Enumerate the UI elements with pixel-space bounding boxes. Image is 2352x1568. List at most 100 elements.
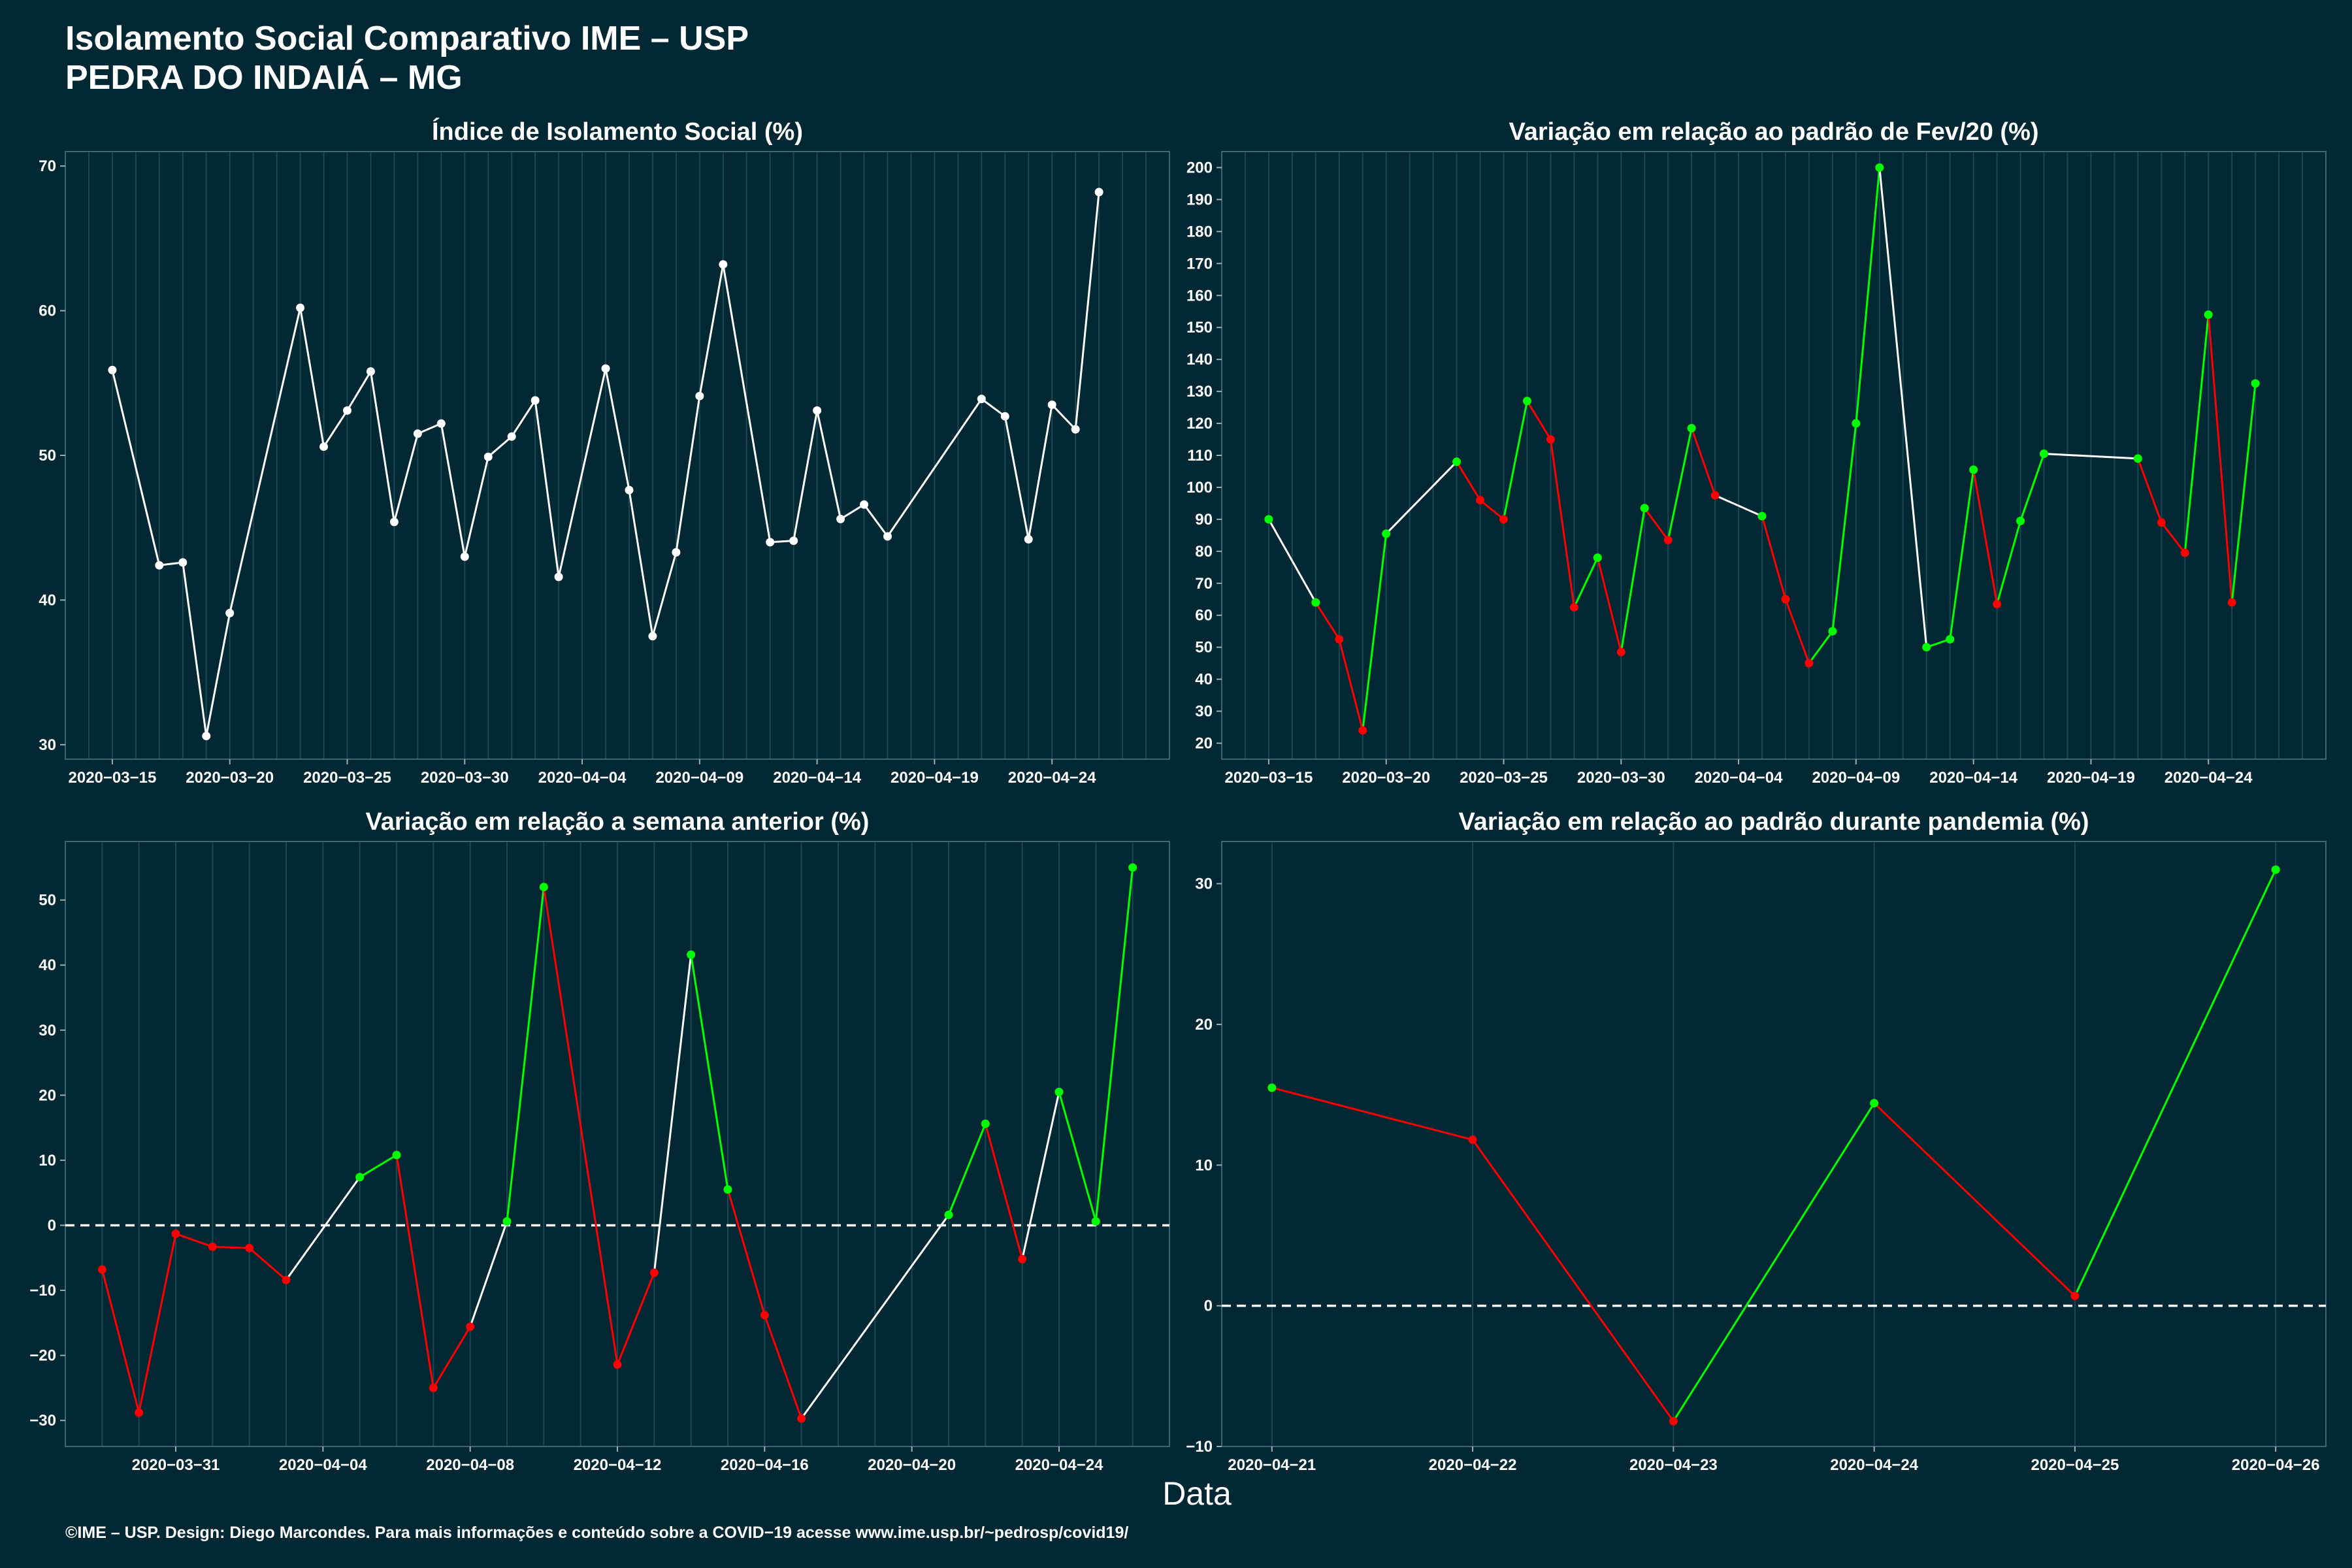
data-point (1358, 726, 1367, 735)
data-point (860, 500, 869, 509)
y-tick-label: 130 (1186, 383, 1213, 400)
data-point (1993, 600, 2002, 609)
data-point (296, 303, 305, 312)
data-point (502, 1217, 512, 1226)
series-segment (604, 367, 630, 491)
y-tick-label: 150 (1186, 319, 1213, 336)
x-tick-label: 2020−04−24 (2164, 769, 2253, 787)
y-axis: −30 −20 −10 0 10 20 30 40 50 (29, 892, 65, 1429)
series-segment (393, 433, 419, 523)
y-tick-label: 10 (1195, 1156, 1213, 1174)
data-point (1264, 515, 1273, 524)
series-segment (1338, 638, 1364, 732)
series-segment (323, 409, 348, 448)
data-point (413, 429, 422, 438)
series-segment (1878, 166, 1928, 649)
x-axis: 2020−03−15 2020−03−20 2020−03−25 2020−03−30… (1225, 759, 2253, 787)
data-point (1024, 534, 1033, 544)
series-segment (947, 1122, 987, 1217)
series-segment (534, 399, 560, 578)
data-point (171, 1229, 180, 1238)
series-segment (1596, 557, 1622, 653)
series-segment (2207, 314, 2233, 604)
series-segment (469, 1220, 508, 1328)
data-point (1522, 397, 1531, 406)
data-point (1922, 643, 1931, 652)
data-point (225, 608, 235, 617)
y-tick-label: 50 (39, 447, 56, 465)
data-point (883, 532, 892, 541)
data-point (460, 552, 469, 561)
x-tick-label: 2020−03−25 (1460, 769, 1548, 787)
y-tick-label: −20 (29, 1347, 56, 1365)
series-segment (1051, 404, 1077, 431)
data-point (1569, 603, 1578, 612)
series-segment (2019, 453, 2046, 522)
data-point (723, 1185, 732, 1194)
series-segment (1027, 404, 1053, 540)
series-segment (980, 398, 1006, 417)
y-tick-label: 190 (1186, 191, 1213, 208)
series-segment (1573, 557, 1599, 608)
x-tick-label: 2020−04−25 (2031, 1456, 2119, 1474)
data-points (1264, 163, 2260, 735)
data-point (1640, 504, 1649, 513)
y-tick-label: 30 (39, 736, 56, 754)
data-point (1071, 425, 1080, 434)
data-point (813, 406, 822, 415)
data-point (1969, 465, 1978, 474)
y-axis: 30 40 50 60 70 (39, 157, 65, 754)
x-tick-label: 2020−04−09 (1812, 769, 1900, 787)
x-tick-label: 2020−03−31 (132, 1456, 220, 1474)
series-segment (1094, 866, 1134, 1222)
y-tick-label: 140 (1186, 351, 1213, 368)
series-segment (863, 503, 889, 538)
data-point (687, 950, 696, 959)
plot-frame (1221, 151, 2327, 760)
x-axis: 2020−03−31 2020−04−04 2020−04−08 2020−04−12… (132, 1446, 1103, 1474)
y-tick-label: 20 (1195, 735, 1213, 753)
data-point (2157, 518, 2166, 527)
series-segment (1996, 519, 2022, 606)
y-tick-label: 60 (39, 302, 56, 320)
data-point (135, 1408, 144, 1417)
y-tick-label: 30 (1195, 703, 1213, 721)
x-tick-label: 2020−03−25 (303, 769, 391, 787)
x-axis: 2020−03−15 2020−03−20 2020−03−25 2020−03−30… (69, 759, 1096, 787)
x-tick-label: 2020−04−04 (1695, 769, 1783, 787)
series-segment (651, 551, 678, 638)
series-segment (440, 422, 466, 558)
series-segment (1643, 507, 1669, 542)
series-segment (182, 561, 208, 738)
series-segment (727, 1188, 766, 1316)
data-point (1669, 1416, 1678, 1426)
x-tick-label: 2020−03−30 (1577, 769, 1665, 787)
series-segment (229, 306, 302, 614)
data-point (1870, 1099, 1879, 1108)
y-tick-label: 10 (39, 1152, 56, 1169)
series-segment (285, 1176, 361, 1281)
series-segment (1855, 166, 1881, 425)
x-tick-label: 2020−04−19 (2047, 769, 2135, 787)
series-segment (463, 455, 489, 558)
data-point (625, 485, 634, 495)
y-tick-label: −30 (29, 1412, 56, 1429)
y-tick-label: 120 (1186, 415, 1213, 433)
panel-title: Índice de Isolamento Social (%) (432, 117, 803, 146)
x-tick-label: 2020−04−09 (655, 769, 743, 787)
x-tick-label: 2020−04−12 (574, 1456, 662, 1474)
series-segment (487, 435, 513, 458)
series-segment (1808, 630, 1834, 664)
series-segment (690, 953, 729, 1191)
series-segment (174, 1232, 214, 1248)
data-point (719, 260, 728, 269)
series-segment (1714, 494, 1763, 517)
series-segment (2183, 314, 2210, 554)
series-segment (816, 409, 842, 520)
data-point (766, 538, 775, 547)
x-tick-label: 2020−04−14 (773, 769, 861, 787)
data-point (355, 1173, 365, 1182)
series-segment (1972, 468, 1999, 606)
series-segment (840, 503, 866, 520)
